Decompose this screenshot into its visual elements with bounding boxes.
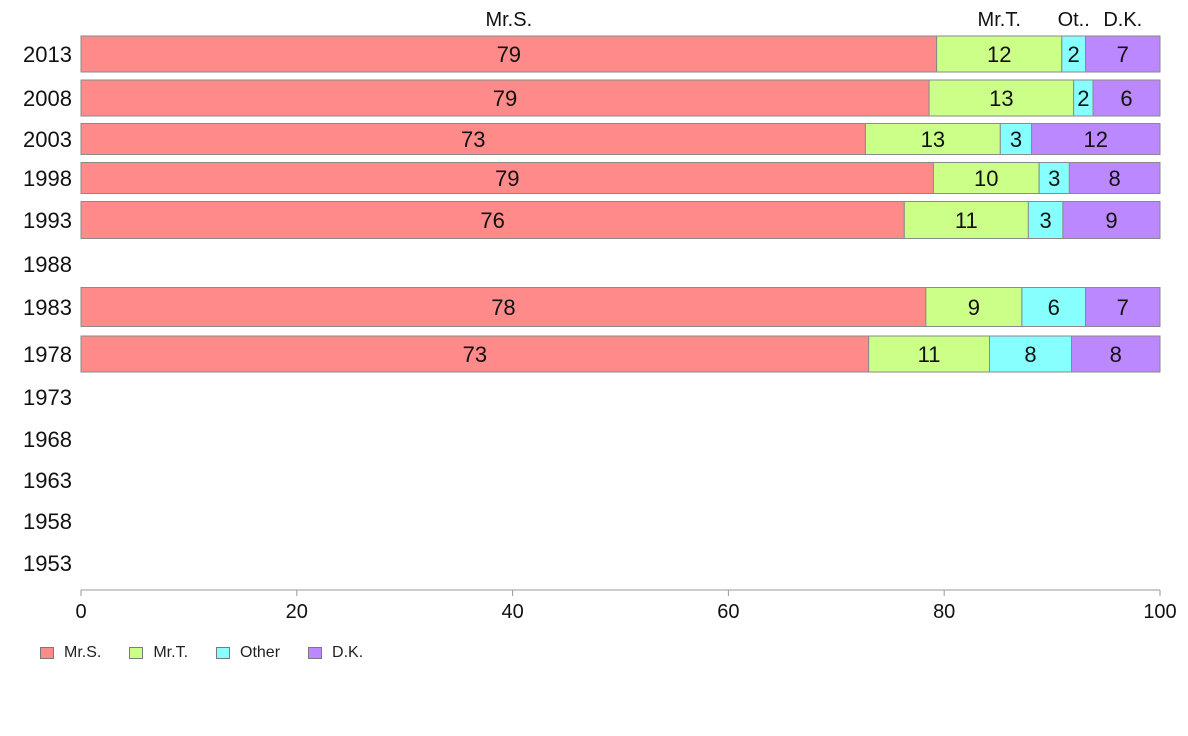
bar-mr-t-2003 [864,123,1001,155]
legend-item-mr-s: Mr.S. [40,644,101,662]
top-label-mr-t: Mr.T. [978,9,1021,31]
y-tick-label-2008: 2008 [23,86,72,111]
y-tick-label-2003: 2003 [23,127,72,152]
top-series-labels: Mr.S. Mr.T. Ot.. D.K. [485,9,1142,31]
data-label-mr-s-1978: 73 [463,342,487,367]
bar-d-k-1993 [1062,201,1161,239]
bar-other-2003 [999,123,1033,155]
x-tick-label-0: 0 [75,601,86,623]
legend-label-other: Other [240,644,281,661]
legend-label-mr-t: Mr.T. [153,644,189,661]
legend-label-mr-s: Mr.S. [64,644,102,661]
y-tick-label-1968: 1968 [23,427,72,452]
y-tick-label-1988: 1988 [23,252,72,277]
data-label-mr-s-1998: 79 [495,166,519,191]
data-label-d-k-1993: 9 [1105,208,1117,233]
bar-other-1998 [1038,162,1070,194]
data-label-other-1993: 3 [1040,208,1052,233]
x-tick-label-80: 80 [933,601,955,623]
data-label-d-k-1983: 7 [1117,295,1129,320]
x-tick-label-100: 100 [1143,601,1176,623]
data-label-other-1998: 3 [1048,166,1060,191]
data-label-mr-t-1993: 11 [955,208,978,233]
data-label-d-k-2013: 7 [1117,42,1129,67]
y-tick-label-1963: 1963 [23,468,72,493]
top-label-d-k: D.K. [1103,9,1142,31]
y-tick-label-1978: 1978 [23,342,72,367]
x-tick-label-60: 60 [717,601,739,623]
y-tick-label-2013: 2013 [23,42,72,67]
data-label-other-2008: 2 [1077,86,1089,111]
y-tick-label-1958: 1958 [23,509,72,534]
legend-label-dk: D.K. [332,644,364,661]
legend-swatch-dk [308,647,323,659]
data-label-d-k-1978: 8 [1110,342,1122,367]
data-label-mr-t-1983: 9 [968,295,980,320]
y-tick-label-1983: 1983 [23,295,72,320]
data-label-mr-t-1978: 11 [918,342,941,367]
x-tick-label-40: 40 [501,601,523,623]
data-label-d-k-2008: 6 [1120,86,1132,111]
data-label-mr-t-2008: 13 [989,86,1013,111]
data-label-other-2013: 2 [1068,42,1080,67]
top-label-other: Ot.. [1058,9,1090,31]
bars: 79 12 2 7 79 13 2 6 73 13 3 12 79 10 3 8 76 11 3 9 78 9 6 7 73 11… [80,35,1161,373]
bar-d-k-1978 [1071,335,1161,373]
bar-other-1993 [1027,201,1064,239]
bar-mr-s-1978 [80,335,870,373]
data-label-d-k-1998: 8 [1109,166,1121,191]
legend-swatch-other [216,647,231,659]
bar-d-k-1983 [1085,287,1161,327]
data-label-d-k-2003: 12 [1084,127,1108,152]
x-tick-label-20: 20 [286,601,308,623]
bar-mr-t-1998 [932,162,1040,194]
legend-swatch-mr-s [40,647,54,659]
bar-mr-s-2008 [80,79,930,117]
y-tick-label-1973: 1973 [23,385,72,410]
top-label-mr-s: Mr.S. [485,9,532,31]
y-tick-label-1998: 1998 [23,166,72,191]
x-axis: 0 20 40 60 80 100 [75,589,1177,623]
data-label-mr-s-1983: 78 [491,295,515,320]
y-tick-label-1993: 1993 [23,208,72,233]
data-label-other-2003: 3 [1010,127,1022,152]
y-tick-label-1953: 1953 [23,551,72,576]
bar-mr-s-2003 [80,123,866,155]
bar-mr-s-1998 [80,162,934,194]
legend-item-mr-t: Mr.T. [129,644,188,662]
data-label-mr-s-2003: 73 [461,127,485,152]
legend-swatch-mr-t [129,647,144,659]
bar-d-k-2008 [1092,79,1161,117]
data-label-mr-t-2013: 12 [987,42,1011,67]
data-label-mr-t-2003: 13 [921,127,945,152]
bar-mr-s-2013 [80,35,938,73]
y-axis-tick-labels: 2013 2008 2003 1998 1993 1988 1983 1978 1973 1968… [23,42,72,576]
bar-d-k-2003 [1031,123,1161,155]
bar-mr-t-2013 [936,35,1063,73]
legend-item-dk: D.K. [308,644,363,662]
bar-other-1983 [1021,287,1087,327]
data-label-mr-t-1998: 10 [974,166,998,191]
bar-d-k-2013 [1085,35,1161,73]
data-label-mr-s-2008: 79 [493,86,517,111]
bar-mr-t-1978 [868,335,991,373]
data-label-other-1983: 6 [1048,295,1060,320]
data-label-other-1978: 8 [1024,342,1036,367]
data-label-mr-s-1993: 76 [480,208,504,233]
data-label-mr-s-2013: 79 [497,42,521,67]
legend: Mr.S. Mr.T. Other D.K. [40,644,363,662]
bar-d-k-1998 [1068,162,1161,194]
legend-item-other: Other [216,644,280,662]
bar-mr-t-2008 [928,79,1075,117]
